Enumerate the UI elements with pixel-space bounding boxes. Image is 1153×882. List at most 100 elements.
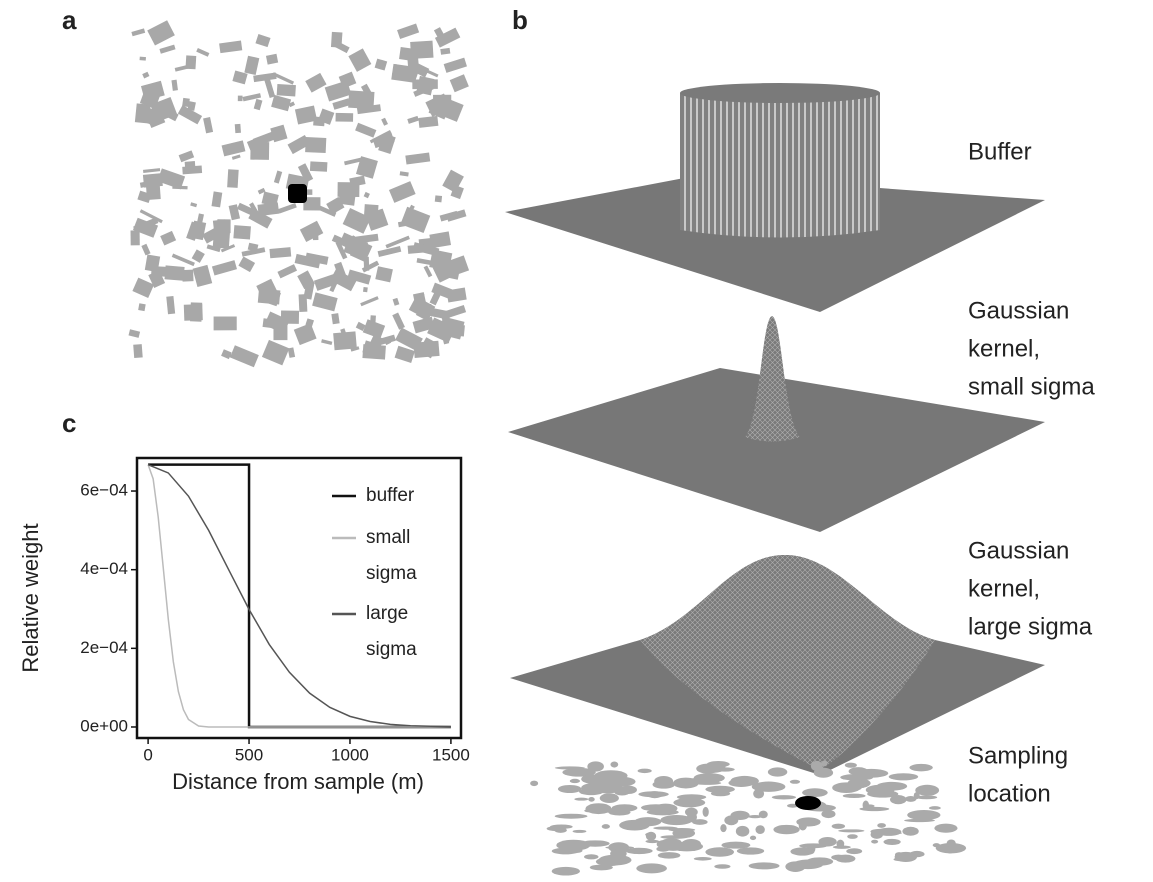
x-axis-title: Distance from sample (m) (172, 769, 424, 794)
forest-patch (182, 165, 203, 175)
forest-patch (580, 840, 610, 847)
forest-patch (174, 65, 189, 72)
forest-patch (660, 815, 693, 826)
forest-patch (355, 321, 366, 332)
y-tick-label: 4e−04 (80, 559, 128, 578)
forest-patch (838, 829, 865, 833)
forest-patch (366, 334, 383, 355)
forest-patch (392, 312, 405, 330)
forest-patch (450, 184, 464, 200)
forest-patch (348, 90, 375, 110)
forest-patch (799, 843, 828, 849)
forest-patch (242, 93, 262, 102)
forest-patch (246, 63, 257, 74)
forest-patch (139, 209, 163, 224)
forest-patch (790, 847, 815, 856)
panel-label: b (512, 5, 528, 35)
forest-patch (231, 154, 241, 160)
forest-patch (894, 852, 904, 858)
forest-patch (309, 161, 328, 172)
forest-patch (229, 345, 259, 368)
forest-patch (187, 101, 196, 111)
forest-patch (720, 824, 727, 833)
forest-patch (329, 275, 341, 293)
forest-patch (883, 838, 901, 845)
forest-patch (246, 138, 260, 155)
forest-patch (755, 825, 765, 835)
forest-patch (557, 784, 582, 794)
forest-patch (349, 175, 366, 187)
forest-patch (269, 247, 292, 259)
forest-patch (410, 40, 434, 59)
forest-patch (312, 231, 319, 241)
forest-patch (796, 817, 821, 827)
sample-point (288, 184, 307, 203)
forest-patch (132, 277, 155, 298)
forest-patch (405, 152, 431, 165)
forest-patch (581, 782, 606, 794)
forest-patch (177, 105, 203, 125)
forest-patch (821, 760, 828, 767)
forest-patch (751, 781, 786, 792)
forest-patch (810, 760, 823, 772)
forest-patch (185, 55, 197, 70)
forest-patch (377, 245, 402, 257)
forest-patch (413, 303, 432, 309)
surface-label: Gaussian (968, 537, 1069, 564)
forest-patch (341, 232, 360, 247)
forest-patch (581, 774, 605, 784)
forest-patch (335, 241, 348, 260)
sampling-map (530, 760, 967, 876)
surface-label: location (968, 780, 1051, 807)
forest-patch (767, 767, 788, 777)
forest-patch (397, 23, 420, 39)
forest-patch (429, 231, 452, 249)
forest-patch (434, 195, 443, 203)
forest-patch (748, 862, 780, 870)
forest-patch (277, 264, 298, 279)
forest-patch (333, 331, 357, 351)
forest-patch (429, 307, 451, 320)
forest-patch (166, 296, 176, 315)
forest-patch (423, 265, 433, 278)
forest-patch (157, 168, 186, 190)
forest-patch (374, 58, 388, 71)
forest-patch (219, 40, 243, 54)
forest-patch (342, 208, 371, 234)
forest-patch (915, 784, 940, 796)
forest-patch (846, 848, 863, 855)
buffer-plane (505, 175, 1045, 312)
forest-patch (904, 796, 917, 802)
panel-label: c (62, 408, 76, 438)
forest-patch (673, 797, 706, 808)
forest-patch (369, 129, 392, 144)
forest-patch (837, 857, 852, 862)
forest-patch (178, 150, 195, 163)
forest-patch (344, 157, 363, 166)
forest-patch (395, 327, 423, 351)
forest-patch (305, 137, 327, 154)
forest-patch (792, 859, 824, 870)
forest-patch (696, 764, 726, 773)
plot-frame (135, 456, 463, 740)
forest-patch (363, 286, 368, 293)
plot: 0 500 1000 1500 0e+00 2e−04 4e−04 6e−04 (80, 463, 470, 764)
landcover-map (128, 20, 470, 368)
forest-patch (410, 61, 430, 78)
forest-patch (637, 768, 652, 774)
forest-patch (272, 72, 295, 85)
forest-patch (238, 256, 256, 273)
forest-patch (133, 344, 143, 358)
forest-patch (136, 105, 157, 125)
forest-patch (749, 835, 757, 841)
forest-patch (355, 156, 378, 179)
forest-patch (255, 33, 271, 48)
forest-patch (416, 75, 435, 96)
forest-patch (257, 288, 281, 305)
forest-patch (392, 297, 400, 306)
forest-patch (217, 219, 231, 234)
forest-patch (294, 105, 318, 125)
forest-patch (164, 265, 185, 281)
